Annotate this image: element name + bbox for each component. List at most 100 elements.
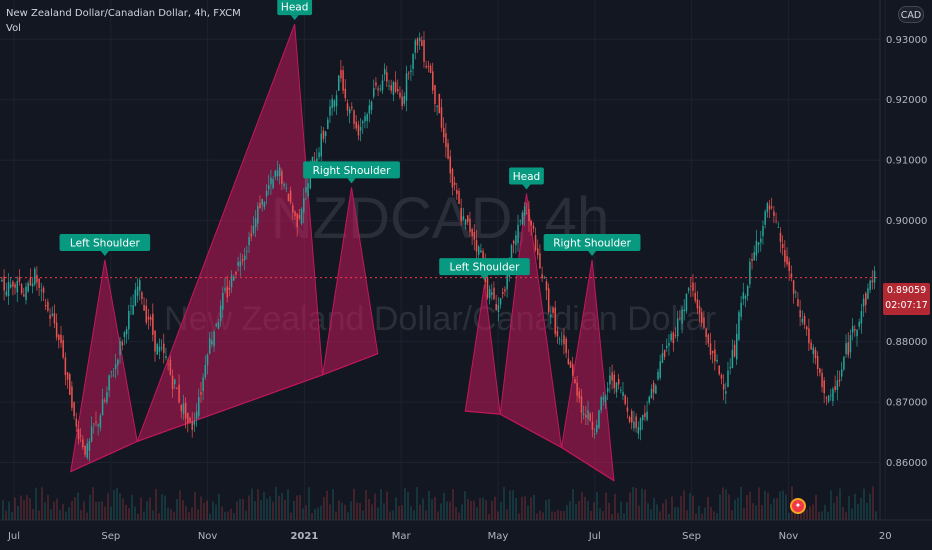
canada-flag-icon[interactable]: ✦ bbox=[790, 498, 806, 514]
volume-bar bbox=[371, 504, 373, 520]
candle-body bbox=[464, 219, 467, 225]
volume-bar bbox=[26, 495, 28, 520]
volume-bar bbox=[557, 509, 559, 520]
candle-body bbox=[624, 395, 626, 404]
volume-bar bbox=[314, 508, 316, 520]
candle-body bbox=[261, 198, 263, 205]
volume-bar bbox=[59, 509, 61, 520]
volume-bar bbox=[464, 491, 466, 520]
volume-bar bbox=[860, 497, 862, 520]
candle-body bbox=[372, 88, 375, 97]
currency-button[interactable]: CAD bbox=[898, 6, 924, 23]
candle-body bbox=[274, 170, 277, 177]
candle-body bbox=[20, 284, 23, 294]
candle-body bbox=[447, 143, 449, 159]
candle-body bbox=[75, 418, 78, 427]
volume-bar bbox=[35, 487, 37, 520]
volume-bar bbox=[269, 496, 271, 520]
volume-bar bbox=[434, 496, 436, 520]
volume-bar bbox=[395, 497, 397, 520]
candle-body bbox=[49, 315, 51, 319]
pattern-overlays bbox=[70, 23, 615, 482]
volume-bar bbox=[11, 511, 13, 520]
candle-body bbox=[189, 418, 191, 422]
candle-body bbox=[340, 69, 342, 79]
volume-bar bbox=[527, 505, 529, 520]
pattern-label-box bbox=[439, 258, 530, 276]
candle-body bbox=[832, 388, 834, 402]
candle-body bbox=[740, 302, 742, 317]
volume-bar bbox=[650, 509, 652, 520]
candle-body bbox=[381, 80, 384, 91]
volume-bar bbox=[101, 501, 103, 520]
candle-body bbox=[589, 413, 591, 422]
volume-bar bbox=[8, 501, 10, 520]
candle-body bbox=[427, 65, 430, 67]
candle-body bbox=[541, 274, 543, 278]
time-tick-label: Nov bbox=[198, 531, 218, 542]
candle-body bbox=[368, 105, 371, 114]
candle-body bbox=[224, 288, 226, 291]
candle-body bbox=[132, 305, 134, 315]
candle-body bbox=[571, 364, 574, 376]
candle-body bbox=[473, 232, 476, 240]
candle-body bbox=[322, 130, 325, 139]
price-tick-label: 0.90000 bbox=[886, 216, 927, 227]
candle-body bbox=[392, 81, 395, 95]
volume-bar bbox=[140, 497, 142, 520]
volume-bar bbox=[437, 511, 439, 520]
volume-bar bbox=[767, 492, 769, 520]
candle-body bbox=[38, 278, 40, 288]
candle-body bbox=[364, 115, 366, 122]
volume-bar bbox=[74, 497, 76, 520]
pattern-label-pointer bbox=[100, 250, 109, 256]
candle-body bbox=[536, 248, 539, 256]
candle-body bbox=[766, 203, 769, 213]
candle-body bbox=[324, 131, 327, 137]
candle-body bbox=[523, 206, 526, 216]
candle-body bbox=[812, 347, 815, 355]
volume-bar bbox=[551, 511, 553, 520]
candle-body bbox=[123, 332, 126, 338]
volume-bar bbox=[338, 500, 340, 520]
volume-bar bbox=[494, 496, 496, 520]
candle-body bbox=[79, 435, 82, 437]
volume-bar bbox=[728, 494, 730, 520]
volume-bar bbox=[104, 506, 106, 520]
volume-bar bbox=[410, 506, 412, 520]
volume-bar bbox=[827, 511, 829, 520]
candle-body bbox=[143, 304, 145, 311]
candle-body bbox=[9, 284, 12, 288]
candle-body bbox=[565, 338, 567, 353]
volume-bar bbox=[119, 493, 121, 520]
candle-body bbox=[760, 238, 762, 243]
pattern-neckline bbox=[465, 410, 615, 482]
candle-body bbox=[491, 292, 493, 295]
candle-body bbox=[149, 316, 152, 320]
symbol-title[interactable]: New Zealand Dollar/Canadian Dollar, 4h, … bbox=[6, 8, 241, 19]
volume-bar bbox=[536, 513, 538, 520]
candle-body bbox=[442, 127, 445, 138]
candle-body bbox=[53, 313, 56, 324]
candle-body bbox=[62, 340, 64, 358]
candle-body bbox=[440, 107, 443, 128]
volume-bar bbox=[593, 502, 595, 520]
candle-body bbox=[580, 396, 583, 413]
volume-bar bbox=[206, 500, 208, 520]
volume-bar bbox=[308, 487, 310, 520]
chart-header: New Zealand Dollar/Canadian Dollar, 4h, … bbox=[6, 6, 241, 36]
candle-body bbox=[858, 321, 860, 327]
time-tick-label: Nov bbox=[779, 531, 799, 542]
candle-body bbox=[497, 304, 500, 312]
candle-body bbox=[370, 101, 373, 110]
volume-indicator-label[interactable]: Vol bbox=[6, 23, 21, 34]
pattern-labels: Left Shoulder Head Right Shoulder Left Shou… bbox=[59, 0, 641, 281]
candle-body bbox=[55, 322, 58, 338]
volume-bar bbox=[707, 496, 709, 520]
volume-bar bbox=[662, 503, 664, 520]
candle-body bbox=[773, 211, 775, 216]
volume-bar bbox=[809, 506, 811, 520]
volume-bar bbox=[209, 513, 211, 520]
candle-body bbox=[609, 375, 611, 385]
